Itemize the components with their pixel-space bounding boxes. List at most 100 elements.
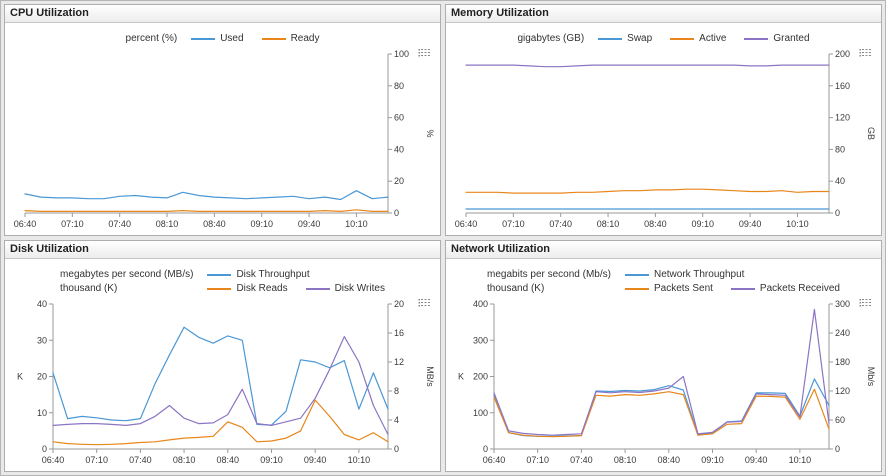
svg-text:09:40: 09:40 <box>739 219 762 229</box>
legend-line-swatch <box>744 37 769 40</box>
svg-text:12: 12 <box>394 357 404 367</box>
legend-unit-label: thousand (K) <box>487 283 545 294</box>
svg-text:07:40: 07:40 <box>549 219 572 229</box>
legend-item[interactable]: Packets Sent <box>624 283 713 294</box>
svg-text:20: 20 <box>394 299 404 309</box>
svg-text:07:10: 07:10 <box>85 455 108 465</box>
memory-chart-canvas: 0 40 80 120 160 200 GB 06:40 07:10 07:40 08:10 08:4… <box>455 49 876 229</box>
svg-text:%: % <box>425 129 435 137</box>
svg-text:80: 80 <box>835 144 845 154</box>
svg-text:10:10: 10:10 <box>345 219 368 229</box>
legend-item[interactable]: Network Throughput <box>624 269 745 280</box>
chart-options-icon[interactable] <box>418 296 433 309</box>
svg-text:07:10: 07:10 <box>526 455 549 465</box>
svg-text:0: 0 <box>394 208 399 218</box>
legend-item[interactable]: Packets Received <box>730 283 840 294</box>
svg-text:60: 60 <box>835 415 845 425</box>
legend-item-label: Network Throughput <box>653 269 745 280</box>
legend-item[interactable]: Disk Throughput <box>207 269 310 280</box>
svg-text:10:10: 10:10 <box>348 455 371 465</box>
svg-text:16: 16 <box>394 328 404 338</box>
svg-text:09:10: 09:10 <box>701 455 724 465</box>
legend-line-swatch <box>624 287 649 290</box>
legend-item[interactable]: Granted <box>744 33 810 44</box>
svg-text:07:40: 07:40 <box>129 455 152 465</box>
svg-text:10:10: 10:10 <box>789 455 812 465</box>
panel-title-cpu: CPU Utilization <box>5 5 440 23</box>
svg-text:08:40: 08:40 <box>203 219 226 229</box>
chart-options-icon[interactable] <box>859 46 874 59</box>
disk-chart-legend: megabytes per second (MB/s) Disk Throughp… <box>60 269 385 294</box>
svg-text:K: K <box>458 372 464 382</box>
chart-options-icon[interactable] <box>859 296 874 309</box>
legend-item[interactable]: Used <box>191 33 244 44</box>
svg-text:09:10: 09:10 <box>691 219 714 229</box>
svg-text:08:40: 08:40 <box>644 219 667 229</box>
network-chart-area: megabits per second (Mb/s) Network Throug… <box>446 259 881 471</box>
cpu-chart-legend: percent (%) Used Ready <box>126 33 320 44</box>
svg-text:160: 160 <box>835 81 850 91</box>
legend-item-label: Disk Throughput <box>236 269 310 280</box>
disk-chart-wrap: 0 4 8 12 16 20 MB/s 0 10 20 30 40 K 06:40 07:10 07:40 08… <box>9 296 436 469</box>
svg-text:K: K <box>17 372 23 382</box>
legend-line-swatch <box>207 273 232 276</box>
panel-memory-utilization: Memory Utilization gigabytes (GB) Swap Act… <box>445 4 882 236</box>
legend-line-swatch <box>261 37 286 40</box>
legend-items: Disk Throughput <box>207 269 385 280</box>
svg-text:200: 200 <box>835 49 850 59</box>
legend-unit-label: megabits per second (Mb/s) <box>487 269 611 280</box>
legend-line-swatch <box>191 37 216 40</box>
legend-item-label: Ready <box>290 33 320 44</box>
legend-line-swatch <box>305 287 330 290</box>
legend-item-label: Active <box>699 33 727 44</box>
cpu-chart-wrap: 0 20 40 60 80 100% 06:40 07:10 07:40 08:10 08:40 09… <box>9 46 436 233</box>
legend-item-label: Packets Received <box>759 283 840 294</box>
svg-text:GB: GB <box>866 127 876 140</box>
svg-text:10:10: 10:10 <box>786 219 809 229</box>
legend-item[interactable]: Disk Writes <box>305 283 385 294</box>
chart-options-icon[interactable] <box>418 46 433 59</box>
legend-items: Swap Active Granted <box>598 33 810 44</box>
network-chart-legend: megabits per second (Mb/s) Network Throug… <box>487 269 840 294</box>
svg-text:60: 60 <box>394 113 404 123</box>
memory-chart-area: gigabytes (GB) Swap Active Granted <box>446 23 881 235</box>
legend-item[interactable]: Active <box>670 33 726 44</box>
svg-text:0: 0 <box>835 444 840 454</box>
legend-item-label: Granted <box>773 33 810 44</box>
svg-text:07:10: 07:10 <box>502 219 525 229</box>
legend-items: Network Throughput <box>624 269 840 280</box>
legend-line-swatch <box>624 273 649 276</box>
svg-text:08:40: 08:40 <box>658 455 681 465</box>
cpu-chart-area: percent (%) Used Ready <box>5 23 440 235</box>
svg-text:200: 200 <box>473 372 488 382</box>
svg-text:100: 100 <box>394 49 409 59</box>
legend-item[interactable]: Disk Reads <box>207 283 288 294</box>
legend-unit-label: percent (%) <box>125 33 178 44</box>
svg-text:MB/s: MB/s <box>425 366 435 387</box>
legend-items: Used Ready <box>191 33 319 44</box>
disk-chart-area: megabytes per second (MB/s) Disk Throughp… <box>5 259 440 471</box>
network-chart-canvas: 0 60 120 180 240 300 Mb/s 0 100 200 300 400 K 06:40 07… <box>458 299 876 465</box>
legend-line-swatch <box>598 37 623 40</box>
svg-text:300: 300 <box>835 299 850 309</box>
svg-text:30: 30 <box>37 335 47 345</box>
legend-unit-label: megabytes per second (MB/s) <box>60 269 194 280</box>
legend-item[interactable]: Swap <box>598 33 652 44</box>
legend-items: Packets Sent Packets Received <box>624 283 840 294</box>
svg-text:09:40: 09:40 <box>304 455 327 465</box>
legend-item[interactable]: Ready <box>261 33 320 44</box>
panel-title-disk: Disk Utilization <box>5 241 440 259</box>
svg-text:07:40: 07:40 <box>570 455 593 465</box>
memory-chart-legend: gigabytes (GB) Swap Active Granted <box>517 33 809 44</box>
svg-text:06:40: 06:40 <box>455 219 478 229</box>
svg-text:09:40: 09:40 <box>745 455 768 465</box>
panel-disk-utilization: Disk Utilization megabytes per second (M… <box>4 240 441 472</box>
legend-items: Disk Reads Disk Writes <box>207 283 385 294</box>
svg-text:8: 8 <box>394 386 399 396</box>
svg-text:06:40: 06:40 <box>42 455 65 465</box>
svg-text:80: 80 <box>394 81 404 91</box>
svg-text:100: 100 <box>473 408 488 418</box>
svg-text:08:10: 08:10 <box>173 455 196 465</box>
network-chart-wrap: 0 60 120 180 240 300 Mb/s 0 100 200 300 400 K 06:40 07… <box>450 296 877 469</box>
